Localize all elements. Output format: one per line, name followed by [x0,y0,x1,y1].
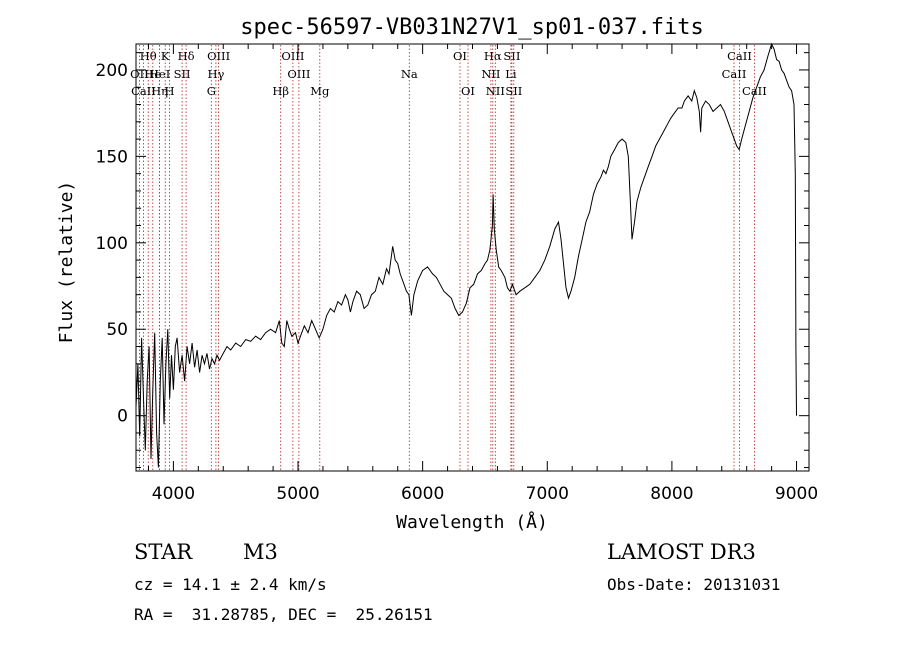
marker-label-12: G [207,84,216,98]
marker-label-20: Hα [484,49,502,63]
x-tick-label-0: 4000 [152,484,195,504]
marker-label-24: Li [505,67,517,81]
y-tick-label-2: 100 [96,234,128,254]
y-tick-label-1: 50 [106,320,128,340]
marker-label-5: K [161,49,170,63]
survey-name: LAMOST DR3 [607,540,756,564]
marker-label-22: NII [486,84,505,98]
marker-label-11: Hγ [207,67,224,81]
marker-label-14: OIII [281,49,304,63]
y-tick-label-3: 150 [96,147,128,167]
y-tick-label-0: 0 [117,407,128,427]
coordinates: RA = 31.28785, DEC = 25.26151 [134,605,433,624]
y-tick-label-4: 200 [96,61,128,81]
marker-label-17: Na [401,67,418,81]
marker-label-13: Hβ [272,84,289,98]
marker-label-25: SII [505,84,522,98]
marker-label-23: SII [503,49,520,63]
x-tick-label-2: 6000 [401,484,444,504]
spectrum-series [135,42,797,468]
marker-label-10: OIII [207,49,230,63]
marker-label-1: OII [130,67,149,81]
marker-label-16: Mg [310,84,330,98]
x-tick-label-1: 5000 [276,484,319,504]
plot-frame [135,43,810,472]
y-axis-label: Flux (relative) [56,181,77,344]
object-class: STAR [134,540,193,564]
marker-label-26: CaII [727,49,752,63]
marker-label-18: OI [453,49,467,63]
marker-label-8: SII [174,67,191,81]
x-tick-label-4: 8000 [650,484,693,504]
marker-label-28: CaII [742,84,767,98]
observation-date: Obs-Date: 20131031 [607,575,781,594]
marker-label-21: NII [481,67,500,81]
marker-label-9: Hδ [178,49,195,63]
marker-label-15: OIII [287,67,310,81]
marker-label-19: OI [461,84,475,98]
marker-label-6: H [164,84,174,98]
marker-label-3: He [144,67,161,81]
object-subclass: M3 [243,540,278,564]
x-tick-label-5: 9000 [775,484,818,504]
x-axis-label: Wavelength (Å) [396,511,548,533]
marker-label-27: CaII [722,67,747,81]
marker-label-7: HeI [149,67,170,81]
axis-ticks: 4000 5000 6000 7000 8000 9000 0 50 100 150 200 [96,44,818,504]
spectrum-line-0 [135,42,797,468]
x-tick-label-3: 7000 [526,484,569,504]
marker-label-0: Hθ [140,49,157,63]
redshift-velocity: cz = 14.1 ± 2.4 km/s [134,575,327,594]
chart-title: spec-56597-VB031N27V1_sp01-037.fits [240,15,704,40]
